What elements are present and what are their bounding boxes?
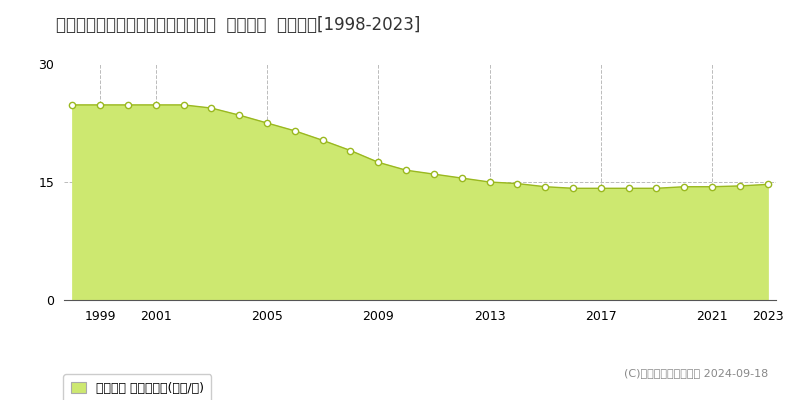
Text: (C)土地価格ドットコム 2024-09-18: (C)土地価格ドットコム 2024-09-18 [624,368,768,378]
Legend: 公示地価 平均坪単価(万円/坪): 公示地価 平均坪単価(万円/坪) [63,374,211,400]
Text: 青森県八戸市高州２丁目５３番５外  公示地価  地価推移[1998-2023]: 青森県八戸市高州２丁目５３番５外 公示地価 地価推移[1998-2023] [56,16,420,34]
